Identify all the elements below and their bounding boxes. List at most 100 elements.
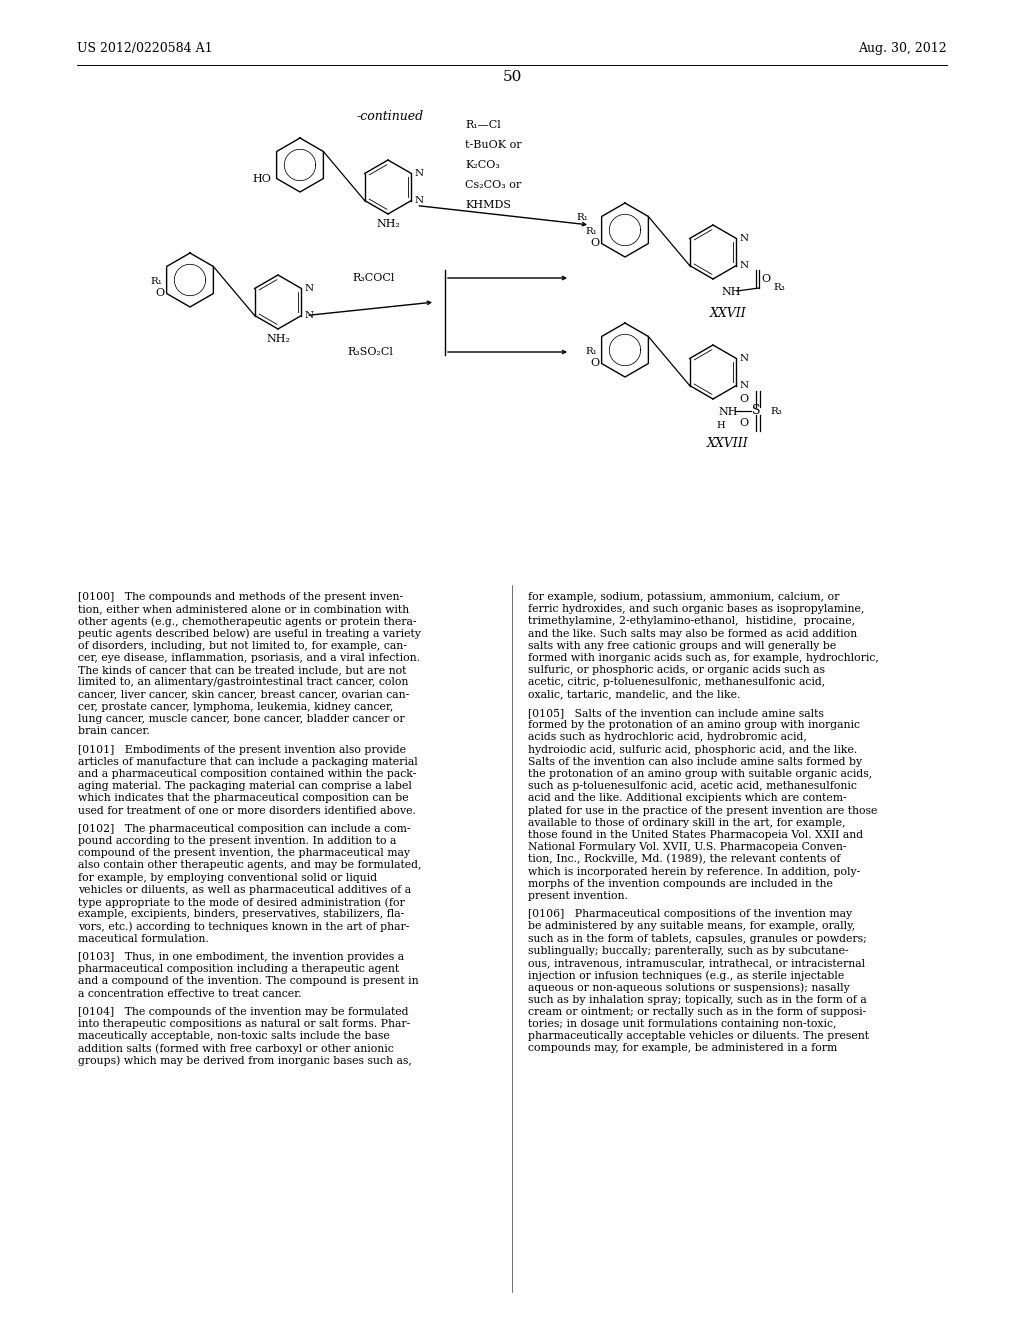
Text: NH: NH xyxy=(718,407,737,417)
Text: 50: 50 xyxy=(503,70,521,84)
Text: those found in the United States Pharmacopeia Vol. XXII and: those found in the United States Pharmac… xyxy=(528,830,863,840)
Text: salts with any free cationic groups and will generally be: salts with any free cationic groups and … xyxy=(528,640,837,651)
Text: O: O xyxy=(591,239,600,248)
Text: O: O xyxy=(761,275,770,284)
Text: pharmaceutically acceptable vehicles or diluents. The present: pharmaceutically acceptable vehicles or … xyxy=(528,1031,869,1041)
Text: morphs of the invention compounds are included in the: morphs of the invention compounds are in… xyxy=(528,879,833,888)
Text: K₂CO₃: K₂CO₃ xyxy=(465,160,500,170)
Text: aqueous or non-aqueous solutions or suspensions); nasally: aqueous or non-aqueous solutions or susp… xyxy=(528,982,850,993)
Text: R₃: R₃ xyxy=(773,284,784,293)
Text: O: O xyxy=(156,289,165,298)
Text: [0102]   The pharmaceutical composition can include a com-: [0102] The pharmaceutical composition ca… xyxy=(78,824,411,834)
Text: acids such as hydrochloric acid, hydrobromic acid,: acids such as hydrochloric acid, hydrobr… xyxy=(528,733,807,742)
Text: vors, etc.) according to techniques known in the art of phar-: vors, etc.) according to techniques know… xyxy=(78,921,410,932)
Text: and a pharmaceutical composition contained within the pack-: and a pharmaceutical composition contain… xyxy=(78,770,416,779)
Text: R₃SO₂Cl: R₃SO₂Cl xyxy=(347,347,393,356)
Text: [0106]   Pharmaceutical compositions of the invention may: [0106] Pharmaceutical compositions of th… xyxy=(528,909,852,919)
Text: formed by the protonation of an amino group with inorganic: formed by the protonation of an amino gr… xyxy=(528,721,860,730)
Text: N: N xyxy=(415,195,424,205)
Text: N: N xyxy=(304,284,313,293)
Text: also contain other therapeutic agents, and may be formulated,: also contain other therapeutic agents, a… xyxy=(78,861,422,870)
Text: N: N xyxy=(739,381,749,389)
Text: R₁: R₁ xyxy=(151,277,163,286)
Text: cer, eye disease, inflammation, psoriasis, and a viral infection.: cer, eye disease, inflammation, psoriasi… xyxy=(78,653,420,663)
Text: pound according to the present invention. In addition to a: pound according to the present invention… xyxy=(78,836,396,846)
Text: NH₂: NH₂ xyxy=(266,334,290,345)
Text: R₁: R₁ xyxy=(577,213,588,222)
Text: limited to, an alimentary/gastrointestinal tract cancer, colon: limited to, an alimentary/gastrointestin… xyxy=(78,677,409,688)
Text: aging material. The packaging material can comprise a label: aging material. The packaging material c… xyxy=(78,781,412,791)
Text: hydroiodic acid, sulfuric acid, phosphoric acid, and the like.: hydroiodic acid, sulfuric acid, phosphor… xyxy=(528,744,857,755)
Text: tories; in dosage unit formulations containing non-toxic,: tories; in dosage unit formulations cont… xyxy=(528,1019,837,1030)
Text: such as in the form of tablets, capsules, granules or powders;: such as in the form of tablets, capsules… xyxy=(528,933,866,944)
Text: HO: HO xyxy=(253,173,271,183)
Text: N: N xyxy=(415,169,424,178)
Text: sulfuric, or phosphoric acids, or organic acids such as: sulfuric, or phosphoric acids, or organi… xyxy=(528,665,825,676)
Text: of disorders, including, but not limited to, for example, can-: of disorders, including, but not limited… xyxy=(78,640,407,651)
Text: for example, sodium, potassium, ammonium, calcium, or: for example, sodium, potassium, ammonium… xyxy=(528,591,840,602)
Text: NH: NH xyxy=(721,286,740,297)
Text: tion, Inc., Rockville, Md. (1989), the relevant contents of: tion, Inc., Rockville, Md. (1989), the r… xyxy=(528,854,841,865)
Text: ferric hydroxides, and such organic bases as isopropylamine,: ferric hydroxides, and such organic base… xyxy=(528,605,864,614)
Text: which is incorporated herein by reference. In addition, poly-: which is incorporated herein by referenc… xyxy=(528,866,860,876)
Text: maceutical formulation.: maceutical formulation. xyxy=(78,933,209,944)
Text: cer, prostate cancer, lymphoma, leukemia, kidney cancer,: cer, prostate cancer, lymphoma, leukemia… xyxy=(78,702,393,711)
Text: which indicates that the pharmaceutical composition can be: which indicates that the pharmaceutical … xyxy=(78,793,409,804)
Text: lung cancer, muscle cancer, bone cancer, bladder cancer or: lung cancer, muscle cancer, bone cancer,… xyxy=(78,714,404,723)
Text: pharmaceutical composition including a therapeutic agent: pharmaceutical composition including a t… xyxy=(78,964,399,974)
Text: N: N xyxy=(739,261,749,271)
Text: other agents (e.g., chemotherapeutic agents or protein thera-: other agents (e.g., chemotherapeutic age… xyxy=(78,616,417,627)
Text: US 2012/0220584 A1: US 2012/0220584 A1 xyxy=(77,42,213,55)
Text: [0105]   Salts of the invention can include amine salts: [0105] Salts of the invention can includ… xyxy=(528,708,824,718)
Text: O: O xyxy=(739,418,748,428)
Text: such as p-toluenesulfonic acid, acetic acid, methanesulfonic: such as p-toluenesulfonic acid, acetic a… xyxy=(528,781,857,791)
Text: N: N xyxy=(739,234,749,243)
Text: [0101]   Embodiments of the present invention also provide: [0101] Embodiments of the present invent… xyxy=(78,744,406,755)
Text: groups) which may be derived from inorganic bases such as,: groups) which may be derived from inorga… xyxy=(78,1056,412,1067)
Text: sublingually; buccally; parenterally, such as by subcutane-: sublingually; buccally; parenterally, su… xyxy=(528,946,849,956)
Text: plated for use in the practice of the present invention are those: plated for use in the practice of the pr… xyxy=(528,805,878,816)
Text: O: O xyxy=(739,393,748,404)
Text: tion, either when administered alone or in combination with: tion, either when administered alone or … xyxy=(78,605,410,614)
Text: compound of the present invention, the pharmaceutical may: compound of the present invention, the p… xyxy=(78,849,410,858)
Text: cancer, liver cancer, skin cancer, breast cancer, ovarian can-: cancer, liver cancer, skin cancer, breas… xyxy=(78,689,410,700)
Text: [0100]   The compounds and methods of the present inven-: [0100] The compounds and methods of the … xyxy=(78,591,403,602)
Text: KHMDS: KHMDS xyxy=(465,201,511,210)
Text: such as by inhalation spray; topically, such as in the form of a: such as by inhalation spray; topically, … xyxy=(528,994,866,1005)
Text: [0104]   The compounds of the invention may be formulated: [0104] The compounds of the invention ma… xyxy=(78,1007,409,1016)
Text: and a compound of the invention. The compound is present in: and a compound of the invention. The com… xyxy=(78,977,419,986)
Text: formed with inorganic acids such as, for example, hydrochloric,: formed with inorganic acids such as, for… xyxy=(528,653,879,663)
Text: articles of manufacture that can include a packaging material: articles of manufacture that can include… xyxy=(78,756,418,767)
Text: present invention.: present invention. xyxy=(528,891,628,902)
Text: cream or ointment; or rectally such as in the form of supposi-: cream or ointment; or rectally such as i… xyxy=(528,1007,866,1016)
Text: R₁—Cl: R₁—Cl xyxy=(465,120,501,129)
Text: available to those of ordinary skill in the art, for example,: available to those of ordinary skill in … xyxy=(528,817,846,828)
Text: oxalic, tartaric, mandelic, and the like.: oxalic, tartaric, mandelic, and the like… xyxy=(528,689,740,700)
Text: vehicles or diluents, as well as pharmaceutical additives of a: vehicles or diluents, as well as pharmac… xyxy=(78,884,411,895)
Text: trimethylamine, 2-ethylamino-ethanol,  histidine,  procaine,: trimethylamine, 2-ethylamino-ethanol, hi… xyxy=(528,616,855,627)
Text: t-BuOK or: t-BuOK or xyxy=(465,140,521,150)
Text: type appropriate to the mode of desired administration (for: type appropriate to the mode of desired … xyxy=(78,898,404,908)
Text: NH₂: NH₂ xyxy=(376,219,400,228)
Text: R₁: R₁ xyxy=(586,347,598,356)
Text: N: N xyxy=(304,312,313,319)
Text: R₁: R₁ xyxy=(586,227,598,236)
Text: R₃: R₃ xyxy=(770,407,781,416)
Text: example, excipients, binders, preservatives, stabilizers, fla-: example, excipients, binders, preservati… xyxy=(78,909,404,919)
Text: Salts of the invention can also include amine salts formed by: Salts of the invention can also include … xyxy=(528,756,862,767)
Text: H: H xyxy=(716,421,725,430)
Text: Cs₂CO₃ or: Cs₂CO₃ or xyxy=(465,180,521,190)
Text: used for treatment of one or more disorders identified above.: used for treatment of one or more disord… xyxy=(78,805,416,816)
Text: XXVII: XXVII xyxy=(710,308,746,319)
Text: into therapeutic compositions as natural or salt forms. Phar-: into therapeutic compositions as natural… xyxy=(78,1019,411,1030)
Text: acetic, citric, p-toluenesulfonic, methanesulfonic acid,: acetic, citric, p-toluenesulfonic, metha… xyxy=(528,677,825,688)
Text: and the like. Such salts may also be formed as acid addition: and the like. Such salts may also be for… xyxy=(528,628,857,639)
Text: for example, by employing conventional solid or liquid: for example, by employing conventional s… xyxy=(78,873,377,883)
Text: XXVIII: XXVIII xyxy=(708,437,749,450)
Text: maceutically acceptable, non-toxic salts include the base: maceutically acceptable, non-toxic salts… xyxy=(78,1031,390,1041)
Text: National Formulary Vol. XVII, U.S. Pharmacopeia Conven-: National Formulary Vol. XVII, U.S. Pharm… xyxy=(528,842,847,853)
Text: R₃COCl: R₃COCl xyxy=(352,273,394,282)
Text: The kinds of cancer that can be treated include, but are not: The kinds of cancer that can be treated … xyxy=(78,665,407,676)
Text: -continued: -continued xyxy=(356,110,424,123)
Text: ous, intravenous, intramuscular, intrathecal, or intracisternal: ous, intravenous, intramuscular, intrath… xyxy=(528,958,865,968)
